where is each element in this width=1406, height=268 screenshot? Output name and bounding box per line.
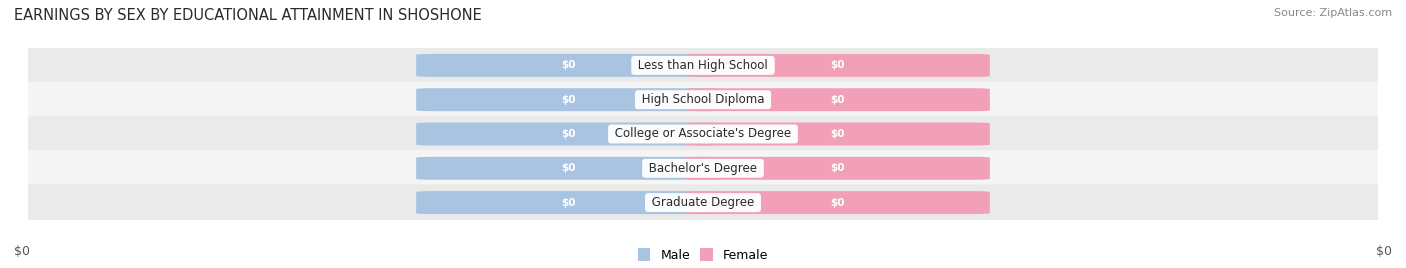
FancyBboxPatch shape (8, 81, 1398, 118)
Text: $0: $0 (831, 198, 845, 208)
FancyBboxPatch shape (416, 88, 720, 111)
FancyBboxPatch shape (686, 191, 990, 214)
Text: $0: $0 (561, 60, 575, 70)
Text: $0: $0 (561, 198, 575, 208)
Text: Graduate Degree: Graduate Degree (648, 196, 758, 209)
Text: Bachelor's Degree: Bachelor's Degree (645, 162, 761, 175)
Text: Less than High School: Less than High School (634, 59, 772, 72)
FancyBboxPatch shape (8, 47, 1398, 84)
Legend: Male, Female: Male, Female (638, 248, 768, 262)
FancyBboxPatch shape (686, 88, 990, 111)
Text: $0: $0 (831, 129, 845, 139)
Text: $0: $0 (14, 245, 30, 258)
Text: $0: $0 (561, 129, 575, 139)
FancyBboxPatch shape (416, 54, 720, 77)
Text: $0: $0 (561, 95, 575, 105)
Text: EARNINGS BY SEX BY EDUCATIONAL ATTAINMENT IN SHOSHONE: EARNINGS BY SEX BY EDUCATIONAL ATTAINMEN… (14, 8, 482, 23)
Text: $0: $0 (831, 95, 845, 105)
Text: College or Associate's Degree: College or Associate's Degree (612, 128, 794, 140)
FancyBboxPatch shape (416, 191, 720, 214)
Text: Source: ZipAtlas.com: Source: ZipAtlas.com (1274, 8, 1392, 18)
FancyBboxPatch shape (686, 54, 990, 77)
FancyBboxPatch shape (8, 116, 1398, 152)
FancyBboxPatch shape (8, 150, 1398, 187)
FancyBboxPatch shape (416, 122, 720, 146)
Text: $0: $0 (831, 163, 845, 173)
FancyBboxPatch shape (8, 184, 1398, 221)
FancyBboxPatch shape (416, 157, 720, 180)
Text: $0: $0 (831, 60, 845, 70)
FancyBboxPatch shape (686, 122, 990, 146)
Text: $0: $0 (561, 163, 575, 173)
FancyBboxPatch shape (686, 157, 990, 180)
Text: High School Diploma: High School Diploma (638, 93, 768, 106)
Text: $0: $0 (1376, 245, 1392, 258)
